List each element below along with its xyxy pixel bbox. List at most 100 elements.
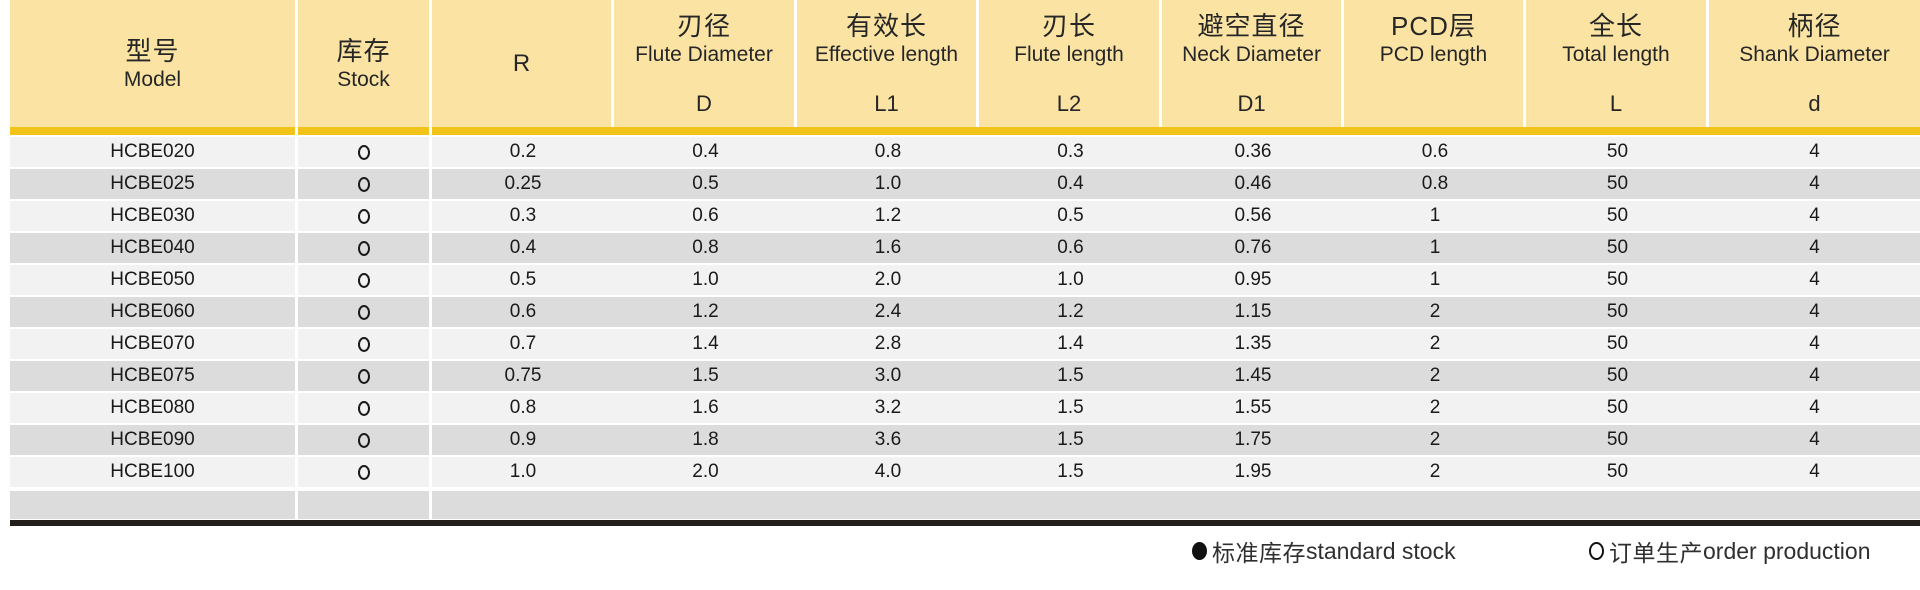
value-cell-pcd: 2 — [1344, 329, 1526, 359]
header-symbol-l1: L1 — [874, 91, 899, 116]
value-cell-l2: 0.5 — [979, 201, 1162, 231]
empty-row-segment — [10, 491, 298, 519]
value-cell-l2: 0.6 — [979, 233, 1162, 263]
value-cell-d: 0.4 — [614, 137, 797, 167]
value-cell-r: 0.7 — [432, 329, 614, 359]
column-header-shank: 柄径 Shank Diameter d — [1709, 0, 1920, 127]
value-cell-r: 1.0 — [432, 457, 614, 487]
value-cell-l2: 1.2 — [979, 297, 1162, 327]
value-cell-l1: 2.0 — [797, 265, 979, 295]
model-cell: HCBE100 — [10, 457, 298, 487]
value-cell-d1: 0.46 — [1162, 169, 1344, 199]
legend-order-zh: 订单生产 — [1609, 540, 1703, 566]
column-header-stock: 库存 Stock — [298, 0, 432, 127]
model-cell: HCBE070 — [10, 329, 298, 359]
stock-cell — [298, 329, 432, 359]
filled-circle-icon — [1192, 542, 1207, 560]
value-cell-r: 0.5 — [432, 265, 614, 295]
empty-row-segment — [432, 491, 1920, 519]
gold-divider-segment — [432, 127, 1920, 135]
value-cell-shank: 4 — [1709, 169, 1920, 199]
model-cell: HCBE080 — [10, 393, 298, 423]
header-symbol-l: L — [1609, 91, 1623, 116]
value-cell-l1: 3.0 — [797, 361, 979, 391]
value-cell-l2: 0.3 — [979, 137, 1162, 167]
header-symbol-shank: d — [1808, 91, 1821, 116]
table-row: HCBE060 0.6 1.2 2.4 1.2 1.15 2 50 4 — [10, 297, 1920, 327]
value-cell-pcd: 2 — [1344, 361, 1526, 391]
value-cell-d: 1.4 — [614, 329, 797, 359]
header-zh-d1: 避空直径 — [1197, 11, 1306, 41]
header-zh-shank: 柄径 — [1787, 11, 1842, 41]
header-zh-stock: 库存 — [336, 35, 391, 66]
gold-divider-segment — [298, 127, 432, 135]
value-cell-d: 0.6 — [614, 201, 797, 231]
header-symbol-d1: D1 — [1237, 91, 1266, 116]
header-en-l: Total length — [1562, 43, 1670, 66]
stock-cell — [298, 425, 432, 455]
model-cell: HCBE025 — [10, 169, 298, 199]
gold-divider-segment — [10, 127, 298, 135]
table-row: HCBE020 0.2 0.4 0.8 0.3 0.36 0.6 50 4 — [10, 137, 1920, 167]
stock-cell — [298, 393, 432, 423]
header-zh-model: 型号 — [125, 35, 180, 66]
stock-cell — [298, 265, 432, 295]
value-cell-l1: 2.4 — [797, 297, 979, 327]
value-cell-shank: 4 — [1709, 457, 1920, 487]
value-cell-pcd: 1 — [1344, 233, 1526, 263]
model-cell: HCBE020 — [10, 137, 298, 167]
empty-row-segment — [298, 491, 432, 519]
value-cell-d1: 1.95 — [1162, 457, 1344, 487]
value-cell-l: 50 — [1526, 169, 1709, 199]
value-cell-shank: 4 — [1709, 361, 1920, 391]
value-cell-l: 50 — [1526, 137, 1709, 167]
model-cell: HCBE060 — [10, 297, 298, 327]
table-row: HCBE030 0.3 0.6 1.2 0.5 0.56 1 50 4 — [10, 201, 1920, 231]
header-en-l2: Flute length — [1014, 43, 1124, 66]
value-cell-l1: 2.8 — [797, 329, 979, 359]
value-cell-d1: 1.75 — [1162, 425, 1344, 455]
value-cell-d1: 0.36 — [1162, 137, 1344, 167]
value-cell-pcd: 1 — [1344, 201, 1526, 231]
model-cell: HCBE030 — [10, 201, 298, 231]
open-circle-icon — [357, 240, 370, 256]
value-cell-l: 50 — [1526, 425, 1709, 455]
column-header-pcd: PCD层 PCD length — [1344, 0, 1526, 127]
open-circle-icon — [357, 432, 370, 448]
stock-cell — [298, 137, 432, 167]
model-cell: HCBE090 — [10, 425, 298, 455]
table-row: HCBE075 0.75 1.5 3.0 1.5 1.45 2 50 4 — [10, 361, 1920, 391]
value-cell-shank: 4 — [1709, 329, 1920, 359]
header-en-d: Flute Diameter — [635, 43, 773, 66]
open-circle-icon — [357, 144, 370, 160]
header-zh-pcd: PCD层 — [1391, 11, 1476, 41]
value-cell-l1: 1.6 — [797, 233, 979, 263]
value-cell-l1: 3.6 — [797, 425, 979, 455]
value-cell-shank: 4 — [1709, 425, 1920, 455]
header-zh-l1: 有效长 — [845, 11, 927, 41]
value-cell-l: 50 — [1526, 329, 1709, 359]
value-cell-r: 0.6 — [432, 297, 614, 327]
value-cell-l2: 0.4 — [979, 169, 1162, 199]
table-body: HCBE020 0.2 0.4 0.8 0.3 0.36 0.6 50 4 HCBE025 0.25… — [10, 137, 1920, 489]
value-cell-d: 1.6 — [614, 393, 797, 423]
value-cell-r: 0.2 — [432, 137, 614, 167]
header-label-r: R — [512, 49, 531, 77]
column-header-l1: 有效长 Effective length L1 — [797, 0, 979, 127]
value-cell-d: 1.8 — [614, 425, 797, 455]
header-zh-d: 刃径 — [676, 11, 731, 41]
value-cell-r: 0.4 — [432, 233, 614, 263]
value-cell-d: 1.0 — [614, 265, 797, 295]
stock-cell — [298, 233, 432, 263]
value-cell-r: 0.25 — [432, 169, 614, 199]
value-cell-r: 0.75 — [432, 361, 614, 391]
table-row: HCBE050 0.5 1.0 2.0 1.0 0.95 1 50 4 — [10, 265, 1920, 295]
open-circle-icon — [357, 336, 370, 352]
open-circle-icon — [1589, 542, 1604, 560]
value-cell-l: 50 — [1526, 201, 1709, 231]
header-zh-l2: 刃长 — [1041, 11, 1096, 41]
value-cell-shank: 4 — [1709, 393, 1920, 423]
value-cell-l: 50 — [1526, 265, 1709, 295]
table-row: HCBE100 1.0 2.0 4.0 1.5 1.95 2 50 4 — [10, 457, 1920, 487]
value-cell-d1: 1.35 — [1162, 329, 1344, 359]
